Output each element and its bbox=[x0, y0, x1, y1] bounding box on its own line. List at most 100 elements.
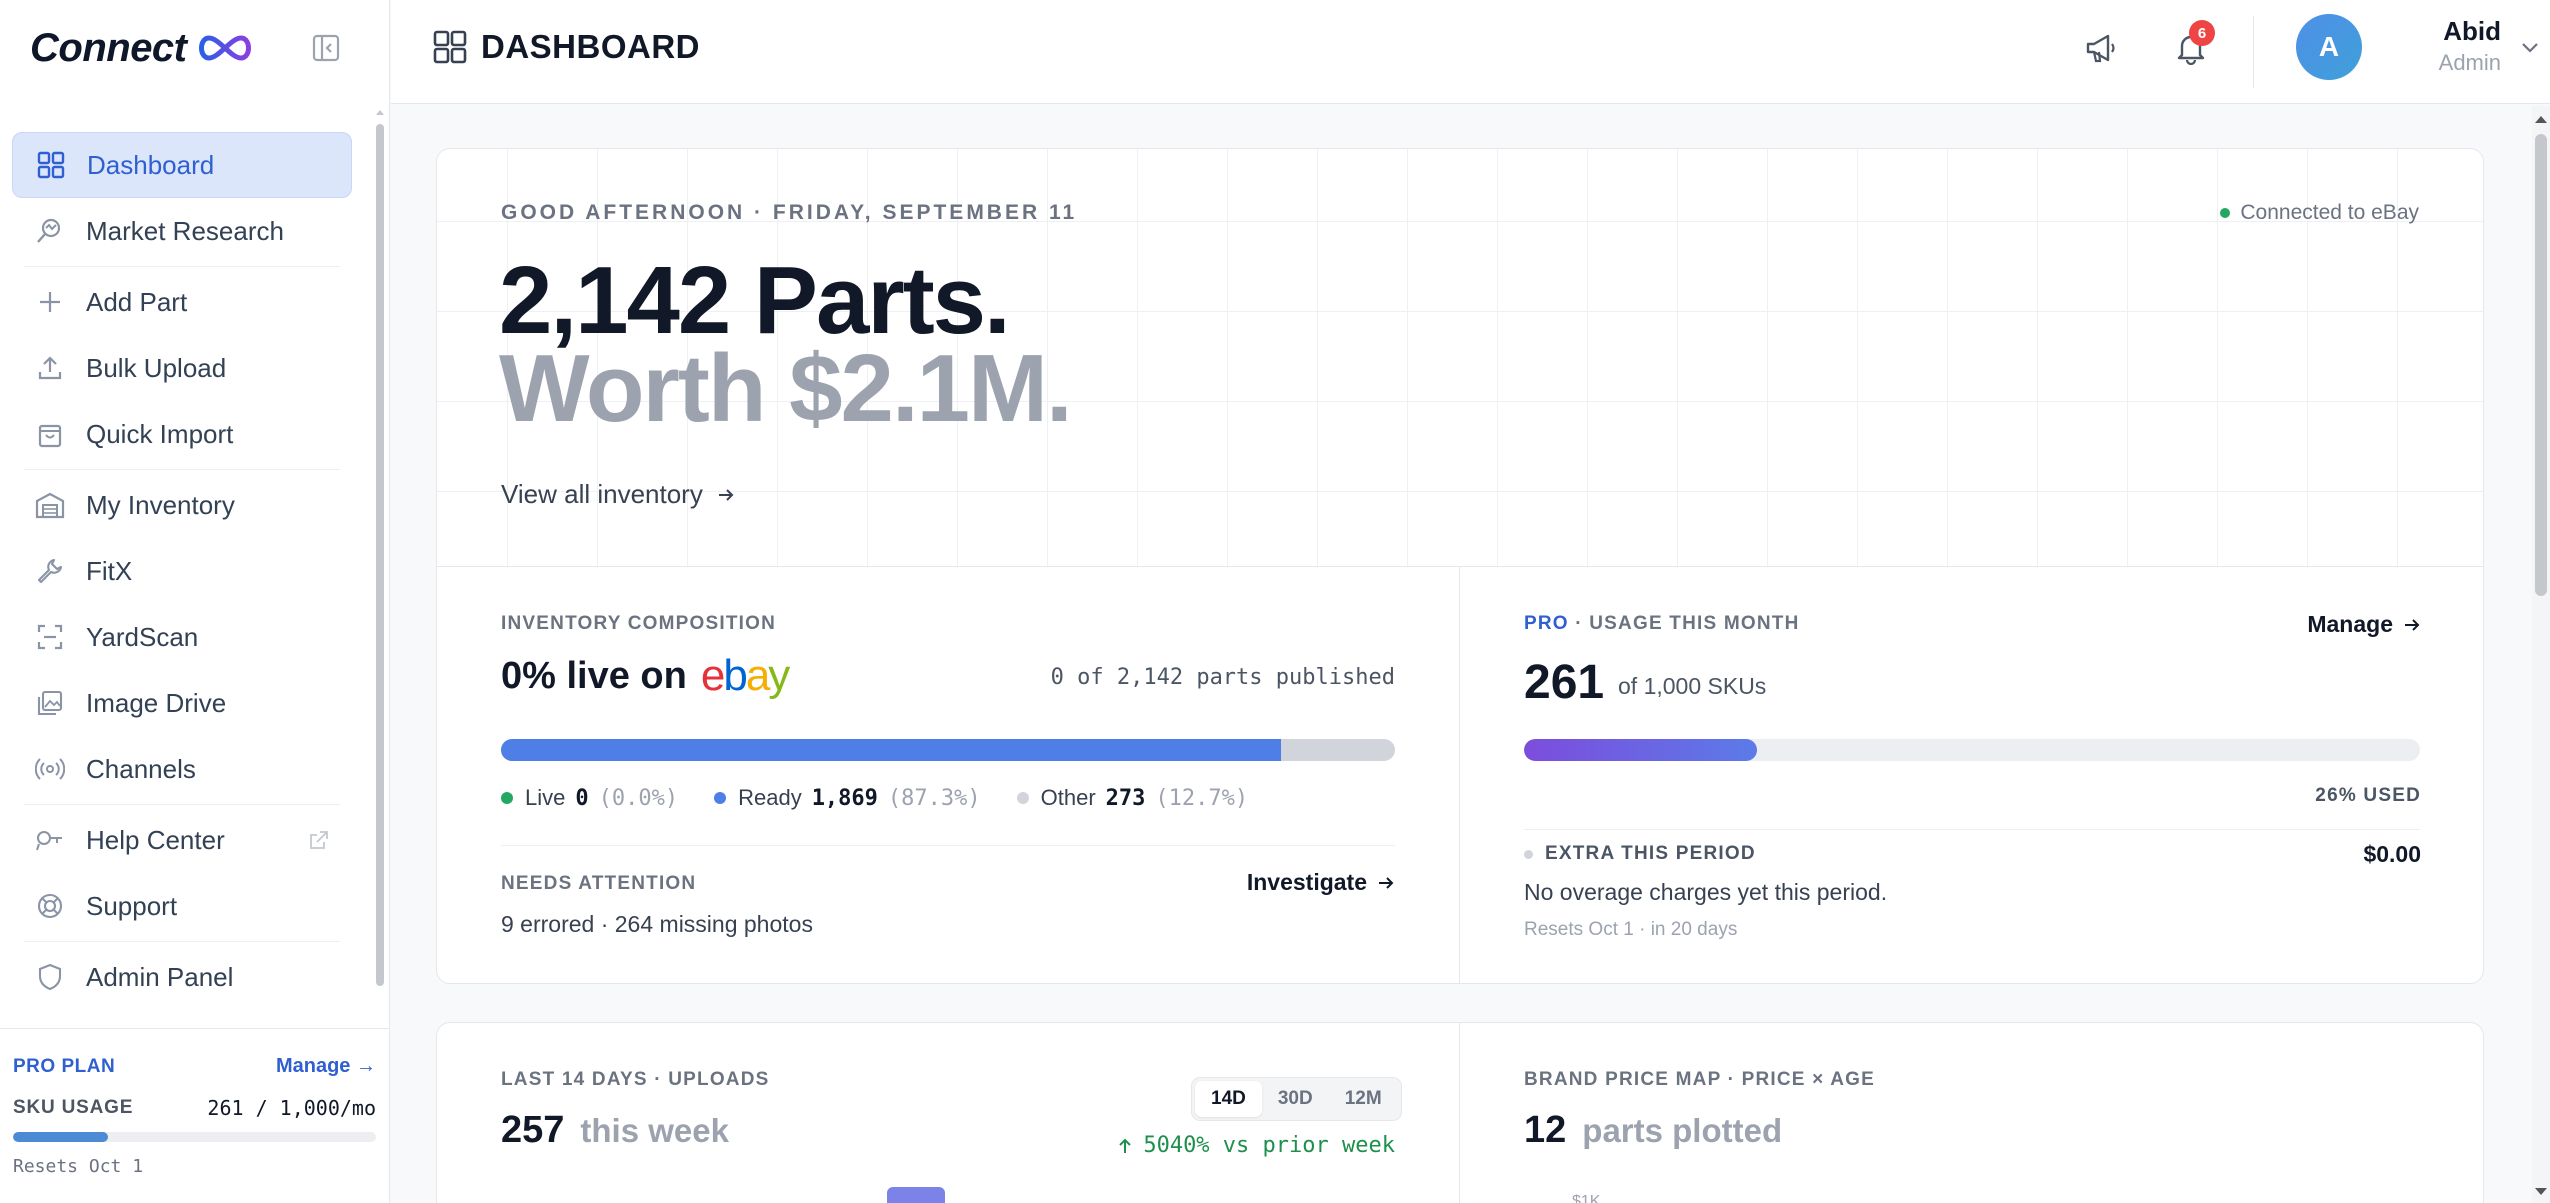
sidebar-item-admin-panel[interactable]: Admin Panel bbox=[12, 944, 352, 1010]
activity-card: LAST 14 DAYS · UPLOADS 257 this week 14D… bbox=[436, 1022, 2484, 1203]
avatar[interactable]: A bbox=[2296, 14, 2362, 80]
investigate-link[interactable]: Investigate bbox=[1247, 869, 1395, 896]
price-map-sub: parts plotted bbox=[1582, 1112, 1783, 1149]
usage-bar bbox=[1524, 739, 2420, 761]
legend-dot bbox=[501, 792, 513, 804]
user-name[interactable]: Abid bbox=[2443, 16, 2501, 46]
dashboard-icon bbox=[433, 30, 467, 64]
plan-summary: PRO PLAN Manage → SKU USAGE 261 / 1,000/… bbox=[0, 1028, 390, 1203]
legend-pct: (0.0%) bbox=[598, 785, 679, 811]
plan-tag: PRO bbox=[1524, 613, 1569, 634]
scrollbar-thumb[interactable] bbox=[376, 124, 384, 986]
usage-fill bbox=[1524, 739, 1757, 761]
usage-manage-link[interactable]: Manage bbox=[2307, 611, 2421, 638]
image-icon bbox=[34, 687, 66, 719]
hero-banner: GOOD AFTERNOON · FRIDAY, SEPTEMBER 11 Co… bbox=[437, 149, 2483, 567]
nav-divider bbox=[24, 804, 340, 805]
live-percentage-text: 0% live on bbox=[501, 654, 687, 697]
page-title: DASHBOARD bbox=[433, 28, 700, 66]
shield-icon bbox=[34, 961, 66, 993]
uploads-label: LAST 14 DAYS · UPLOADS bbox=[501, 1069, 770, 1090]
scroll-down-icon bbox=[376, 977, 384, 982]
extra-period-label-text: EXTRA THIS PERIOD bbox=[1545, 843, 1756, 864]
sidebar-item-label: Bulk Upload bbox=[86, 352, 227, 383]
sidebar-item-help-center[interactable]: Help Center bbox=[12, 807, 352, 873]
divider bbox=[1524, 829, 2420, 830]
sku-usage-bar bbox=[13, 1132, 376, 1142]
sidebar-item-label: Quick Import bbox=[86, 418, 234, 449]
uploads-change-text: 5040% vs prior week bbox=[1143, 1133, 1395, 1158]
composition-bar bbox=[501, 739, 1395, 761]
sidebar-item-yardscan[interactable]: YardScan bbox=[12, 604, 352, 670]
sidebar-scrollbar[interactable] bbox=[375, 108, 385, 986]
help-icon bbox=[34, 824, 66, 856]
brand-logo[interactable]: Connect bbox=[30, 22, 257, 74]
investigate-label: Investigate bbox=[1246, 869, 1367, 895]
range-12m-button[interactable]: 12M bbox=[1344, 1088, 1382, 1109]
sidebar: Connect Dashboard Market Research Add Pa… bbox=[0, 0, 390, 1203]
sku-usage-label: SKU USAGE bbox=[13, 1097, 134, 1118]
dashboard-icon bbox=[35, 149, 67, 181]
sidebar-item-dashboard[interactable]: Dashboard bbox=[12, 132, 352, 198]
chevron-down-icon[interactable] bbox=[2519, 36, 2541, 58]
extra-period-value: $0.00 bbox=[2363, 841, 2421, 867]
inventory-value-headline: Worth $2.1M. bbox=[499, 335, 1073, 442]
wrench-icon bbox=[34, 555, 66, 587]
composition-legend: Live 0 (0.0%) Ready 1,869 (87.3%) Other … bbox=[501, 785, 1284, 811]
scroll-down-icon bbox=[2535, 1188, 2547, 1195]
range-30d-button[interactable]: 30D bbox=[1277, 1088, 1313, 1109]
user-role: Admin bbox=[2438, 50, 2501, 75]
published-count: 0 of 2,142 parts published bbox=[1050, 665, 1395, 690]
sidebar-item-my-inventory[interactable]: My Inventory bbox=[12, 472, 352, 538]
legend-dot bbox=[1016, 792, 1029, 804]
announcements-button[interactable] bbox=[2079, 26, 2123, 70]
legend-name: Other bbox=[1040, 785, 1096, 810]
sidebar-item-label: Market Research bbox=[86, 215, 284, 246]
uploads-chart-bar bbox=[887, 1187, 945, 1203]
uploads-value: 257 bbox=[501, 1109, 565, 1151]
main-scrollbar[interactable] bbox=[2532, 106, 2550, 1203]
scrollbar-thumb[interactable] bbox=[2535, 134, 2547, 596]
section-label: INVENTORY COMPOSITION bbox=[501, 613, 777, 634]
price-map-panel: BRAND PRICE MAP · PRICE × AGE 12 parts p… bbox=[1459, 1023, 2485, 1203]
market-research-icon bbox=[34, 215, 66, 247]
parts-count-headline: 2,142 Parts. bbox=[499, 247, 1011, 354]
connection-text: Connected to eBay bbox=[2240, 201, 2419, 224]
sidebar-item-channels[interactable]: Channels bbox=[12, 736, 352, 802]
header-divider bbox=[2253, 16, 2254, 88]
sidebar-item-market-research[interactable]: Market Research bbox=[12, 198, 352, 264]
range-14d-button[interactable]: 14D bbox=[1195, 1081, 1262, 1117]
sidebar-item-label: Support bbox=[86, 890, 178, 921]
price-map-value: 12 bbox=[1524, 1109, 1567, 1151]
needs-attention-label: NEEDS ATTENTION bbox=[501, 873, 697, 894]
sidebar-item-quick-import[interactable]: Quick Import bbox=[12, 401, 352, 467]
collapse-sidebar-button[interactable] bbox=[310, 32, 342, 64]
legend-live: Live 0 (0.0%) bbox=[501, 785, 678, 811]
legend-other: Other 273 (12.7%) bbox=[1016, 785, 1248, 811]
notification-badge: 6 bbox=[2189, 20, 2215, 46]
sidebar-item-image-drive[interactable]: Image Drive bbox=[12, 670, 352, 736]
scroll-up-icon bbox=[2535, 116, 2547, 123]
broadcast-icon bbox=[34, 753, 66, 785]
brand-name: Connect bbox=[30, 25, 187, 70]
composition-ready-segment bbox=[501, 739, 1282, 761]
sidebar-item-label: Help Center bbox=[86, 824, 225, 855]
sidebar-item-bulk-upload[interactable]: Bulk Upload bbox=[12, 335, 352, 401]
notifications-button[interactable]: 6 bbox=[2169, 20, 2215, 70]
sidebar-item-add-part[interactable]: Add Part bbox=[12, 269, 352, 335]
sidebar-nav: Dashboard Market Research Add Part Bulk … bbox=[12, 132, 352, 1010]
uploads-headline: 257 this week bbox=[501, 1109, 729, 1152]
nav-divider bbox=[24, 469, 340, 470]
sidebar-item-fitx[interactable]: FitX bbox=[12, 538, 352, 604]
usage-manage-label: Manage bbox=[2307, 611, 2393, 637]
plan-manage-link[interactable]: Manage → bbox=[275, 1055, 376, 1077]
status-dot bbox=[1524, 849, 1533, 859]
usage-value: 261 bbox=[1524, 656, 1605, 709]
view-all-inventory-link[interactable]: View all inventory bbox=[501, 479, 735, 510]
extra-period-label: EXTRA THIS PERIOD bbox=[1524, 843, 1756, 865]
price-map-axis-label: $1K bbox=[1572, 1193, 1601, 1203]
arrow-up-icon bbox=[1119, 1138, 1132, 1153]
sidebar-item-support[interactable]: Support bbox=[12, 873, 352, 939]
nav-divider bbox=[24, 266, 340, 267]
sku-usage-fill bbox=[13, 1132, 108, 1142]
